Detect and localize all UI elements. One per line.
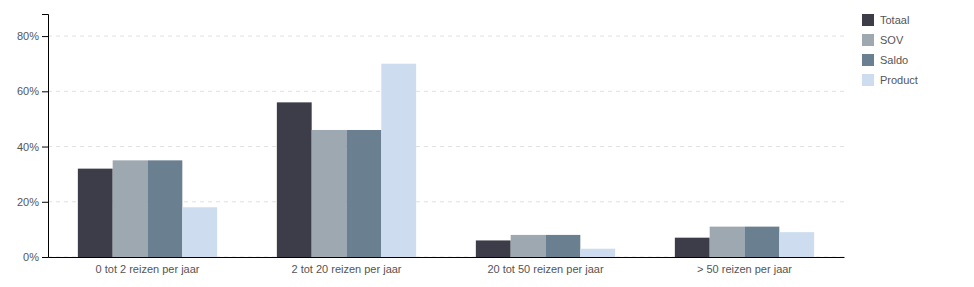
grid-line bbox=[48, 146, 844, 147]
tick-label: 80% bbox=[17, 30, 39, 42]
bar bbox=[312, 130, 347, 257]
chart: 0% 20% 40% 60% 80% 0 tot 2 reizen per jaar 2 t… bbox=[0, 0, 974, 287]
tick: 20% bbox=[17, 196, 48, 208]
tick: 60% bbox=[17, 85, 48, 97]
bar-series bbox=[148, 130, 780, 257]
legend-swatch bbox=[862, 54, 874, 66]
grid bbox=[48, 36, 844, 257]
tick-label: 0 tot 2 reizen per jaar bbox=[96, 263, 200, 275]
tick: > 50 reizen per jaar bbox=[697, 263, 792, 275]
bar bbox=[511, 235, 546, 257]
legend-item: Totaal bbox=[862, 14, 909, 26]
grid-line bbox=[48, 36, 844, 37]
bar bbox=[710, 227, 745, 257]
bar bbox=[113, 160, 148, 257]
bar-series bbox=[113, 130, 745, 257]
x-axis: 0 tot 2 reizen per jaar 2 tot 20 reizen p… bbox=[49, 258, 845, 275]
axis-line bbox=[49, 257, 845, 258]
plot: 0% 20% 40% 60% 80% 0 tot 2 reizen per jaar 2 t… bbox=[17, 15, 845, 275]
tick-label: 40% bbox=[17, 141, 39, 153]
legend-swatch bbox=[862, 14, 874, 26]
bar bbox=[78, 169, 113, 257]
bar-series bbox=[182, 64, 814, 257]
bar bbox=[745, 227, 780, 257]
bar bbox=[148, 160, 183, 257]
bar bbox=[675, 238, 710, 257]
bar bbox=[182, 207, 217, 257]
bar bbox=[580, 249, 615, 257]
tick-label: 20% bbox=[17, 196, 39, 208]
legend-label: SOV bbox=[880, 34, 904, 46]
tick-mark bbox=[42, 147, 48, 148]
legend-label: Product bbox=[880, 74, 918, 86]
tick-mark bbox=[42, 202, 48, 203]
bar bbox=[546, 235, 581, 257]
legend-swatch bbox=[862, 74, 874, 86]
tick-label: 60% bbox=[17, 85, 39, 97]
bar bbox=[381, 64, 416, 257]
axis-line bbox=[42, 15, 49, 258]
bars bbox=[78, 64, 814, 257]
legend-label: Totaal bbox=[880, 14, 909, 26]
legend-item: Saldo bbox=[862, 54, 908, 66]
tick-label: > 50 reizen per jaar bbox=[697, 263, 792, 275]
legend-item: SOV bbox=[862, 34, 904, 46]
tick-mark bbox=[42, 257, 48, 258]
legend-label: Saldo bbox=[880, 54, 908, 66]
tick-label: 0% bbox=[23, 251, 39, 263]
tick-label: 20 tot 50 reizen per jaar bbox=[487, 263, 604, 275]
tick: 0% bbox=[23, 251, 48, 263]
tick: 80% bbox=[17, 30, 48, 42]
tick: 40% bbox=[17, 141, 48, 153]
tick-mark bbox=[42, 36, 48, 37]
bar bbox=[347, 130, 382, 257]
tick: 0 tot 2 reizen per jaar bbox=[96, 263, 200, 275]
grid-line bbox=[48, 91, 844, 92]
legend: Totaal SOV Saldo Product bbox=[862, 14, 918, 86]
y-axis: 0% 20% 40% 60% 80% bbox=[17, 15, 49, 264]
bar bbox=[476, 240, 511, 257]
bar bbox=[779, 232, 814, 257]
tick: 2 tot 20 reizen per jaar bbox=[291, 263, 401, 275]
tick-label: 2 tot 20 reizen per jaar bbox=[291, 263, 401, 275]
tick: 20 tot 50 reizen per jaar bbox=[487, 263, 604, 275]
tick-mark bbox=[42, 91, 48, 92]
legend-item: Product bbox=[862, 74, 918, 86]
legend-swatch bbox=[862, 34, 874, 46]
bar bbox=[277, 102, 312, 257]
